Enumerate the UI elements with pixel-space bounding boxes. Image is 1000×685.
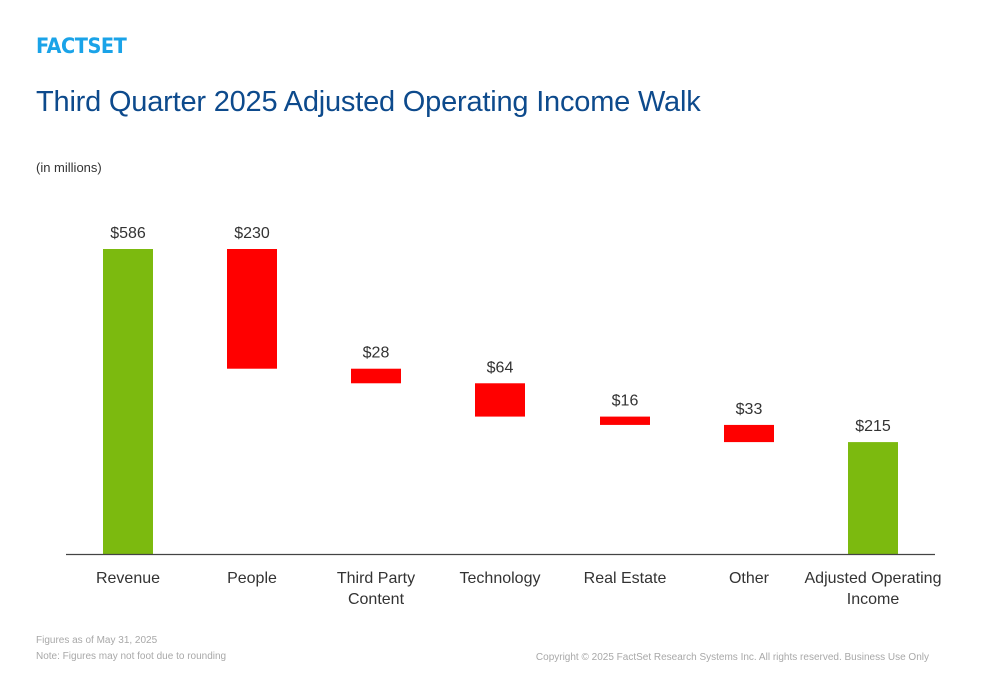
bar-6 — [848, 442, 898, 554]
category-label-2: Third Party — [337, 570, 415, 587]
data-label-0: $586 — [110, 225, 146, 242]
category-label-6-line-1: Income — [847, 591, 900, 608]
bar-0 — [103, 249, 153, 554]
bar-5 — [724, 424, 774, 443]
data-label-4: $16 — [612, 393, 639, 410]
units-subtitle: (in millions) — [36, 160, 102, 175]
data-label-1: $230 — [234, 225, 270, 242]
rounding-note: Note: Figures may not foot due to roundi… — [36, 651, 227, 662]
data-label-3: $64 — [487, 359, 514, 376]
factset-logo: FACTSET — [36, 34, 127, 58]
copyright-notice: Copyright © 2025 FactSet Research System… — [535, 652, 929, 663]
category-label-6: Adjusted Operating — [805, 570, 942, 587]
data-label-6: $215 — [855, 418, 891, 435]
figures-date-note: Figures as of May 31, 2025 — [36, 635, 158, 646]
category-label-1: People — [227, 570, 277, 587]
category-label-2-line-1: Content — [348, 591, 405, 608]
data-label-2: $28 — [363, 345, 390, 362]
bar-2 — [351, 368, 401, 384]
bar-3 — [475, 383, 525, 417]
category-label-5: Other — [729, 570, 770, 587]
category-label-0: Revenue — [96, 570, 160, 587]
bar-1 — [227, 249, 277, 369]
page-title: Third Quarter 2025 Adjusted Operating In… — [36, 86, 701, 118]
data-label-5: $33 — [736, 401, 763, 418]
bar-4 — [600, 416, 650, 425]
category-label-3: Technology — [460, 570, 541, 587]
category-label-4: Real Estate — [584, 570, 667, 587]
